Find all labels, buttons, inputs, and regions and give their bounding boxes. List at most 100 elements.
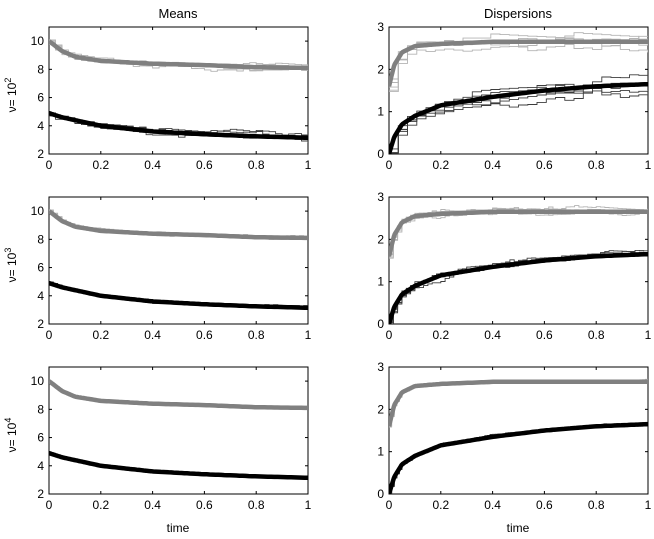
x-tick-label: 0.2 (432, 158, 449, 172)
svg-text:ν= 102: ν= 102 (3, 78, 19, 113)
x-tick-label: 0.6 (536, 328, 553, 342)
y-tick-label: 3 (377, 360, 384, 374)
y-tick-label: 8 (37, 402, 44, 416)
x-tick-label: 1 (305, 328, 312, 342)
x-tick-label: 0 (386, 158, 393, 172)
y-tick-label: 6 (37, 261, 44, 275)
panel-r2-c2: 0 0.2 0.4 0.6 0.8 1 0 1 2 3 (377, 190, 651, 342)
upper-thick-curve (389, 39, 648, 89)
panel-r1-c1: 0 0.2 0.4 0.6 0.8 1 2 4 6 8 10 (31, 26, 312, 172)
panel-r3-c1: 0 0.2 0.4 0.6 0.8 1 2 4 6 8 10 (31, 366, 312, 512)
column-title-dispersions: Dispersions (484, 6, 552, 21)
x-tick-label: 1 (645, 158, 652, 172)
y-tick-label: 1 (377, 105, 384, 119)
y-tick-label: 2 (37, 317, 44, 331)
row-label-1-base: ν= 10 (5, 82, 19, 112)
row-label-3-exp: 4 (3, 418, 13, 423)
y-tick-label: 6 (37, 431, 44, 445)
x-tick-label: 0 (386, 328, 393, 342)
x-tick-label: 0.4 (144, 158, 161, 172)
row-label-1: ν= 102 (3, 78, 19, 113)
y-tick-label: 10 (31, 204, 45, 218)
lower-thick-curve (49, 110, 308, 141)
row-label-2-exp: 3 (3, 248, 13, 253)
x-tick-label: 0 (46, 158, 53, 172)
x-tick-label: 0.6 (536, 498, 553, 512)
x-tick-label: 1 (305, 158, 312, 172)
x-tick-label: 0.4 (484, 158, 501, 172)
panel-r2-c1: 0 0.2 0.4 0.6 0.8 1 2 4 6 8 10 (31, 196, 312, 342)
x-tick-label: 0.6 (196, 158, 213, 172)
y-tick-label: 0 (377, 317, 384, 331)
x-tick-label: 0 (46, 498, 53, 512)
plot-area (389, 205, 648, 324)
x-tick-label: 1 (305, 498, 312, 512)
y-tick-label: 10 (31, 34, 45, 48)
x-tick-label: 1 (645, 328, 652, 342)
x-tick-label: 0.4 (144, 328, 161, 342)
x-axis-label-right: time (507, 521, 530, 535)
plot-area (49, 378, 308, 481)
plot-area (49, 208, 308, 311)
panel-r3-c2: 0 0.2 0.4 0.6 0.8 1 0 1 2 3 (377, 360, 651, 512)
x-tick-label: 0 (46, 328, 53, 342)
upper-thick-curve (389, 209, 648, 259)
svg-text:ν= 104: ν= 104 (3, 418, 19, 453)
row-label-2: ν= 103 (3, 248, 19, 283)
y-tick-label: 8 (37, 62, 44, 76)
x-tick-label: 0.2 (92, 498, 109, 512)
y-tick-label: 2 (377, 62, 384, 76)
y-tick-label: 2 (37, 487, 44, 501)
x-tick-label: 0.6 (196, 498, 213, 512)
upper-thick-curve (49, 208, 308, 241)
y-tick-label: 3 (377, 190, 384, 204)
lower-thick-curve (389, 81, 648, 154)
y-tick-label: 3 (377, 20, 384, 34)
x-tick-label: 0.2 (432, 328, 449, 342)
lower-sample-trajectory (397, 90, 648, 154)
x-tick-label: 0.4 (484, 328, 501, 342)
row-label-3: ν= 104 (3, 418, 19, 453)
x-tick-label: 0 (386, 498, 393, 512)
x-tick-label: 0.6 (196, 328, 213, 342)
x-tick-label: 0.8 (248, 498, 265, 512)
y-tick-label: 1 (377, 275, 384, 289)
plot-area (49, 38, 308, 143)
y-tick-label: 4 (37, 289, 44, 303)
x-tick-label: 0.8 (248, 328, 265, 342)
plot-area (389, 32, 648, 154)
y-tick-label: 4 (37, 119, 44, 133)
x-tick-label: 0.4 (144, 498, 161, 512)
y-tick-label: 0 (377, 487, 384, 501)
plot-frame (388, 366, 649, 495)
y-tick-label: 2 (377, 232, 384, 246)
svg-text:ν= 103: ν= 103 (3, 248, 19, 283)
x-tick-label: 0.8 (248, 158, 265, 172)
y-tick-label: 8 (37, 232, 44, 246)
lower-thick-curve (49, 280, 308, 311)
y-tick-label: 4 (37, 459, 44, 473)
lower-thick-curve (389, 251, 648, 324)
x-tick-label: 0.2 (92, 158, 109, 172)
x-tick-label: 0.2 (432, 498, 449, 512)
x-tick-label: 0.8 (588, 328, 605, 342)
x-tick-label: 0.6 (536, 158, 553, 172)
x-axis-label-left: time (167, 521, 190, 535)
row-label-3-base: ν= 10 (5, 422, 19, 452)
y-tick-label: 10 (31, 374, 45, 388)
y-tick-label: 6 (37, 91, 44, 105)
x-tick-label: 1 (645, 498, 652, 512)
plot-area (389, 378, 648, 494)
x-tick-label: 0.4 (484, 498, 501, 512)
panel-r1-c2: 0 0.2 0.4 0.6 0.8 1 0 1 2 3 (377, 20, 651, 172)
lower-thick-curve (389, 421, 648, 494)
x-tick-label: 0.2 (92, 328, 109, 342)
upper-thick-curve (389, 379, 648, 429)
lower-thick-curve (49, 450, 308, 481)
y-tick-label: 0 (377, 147, 384, 161)
upper-thick-curve (49, 378, 308, 411)
y-tick-label: 2 (37, 147, 44, 161)
x-tick-label: 0.8 (588, 498, 605, 512)
